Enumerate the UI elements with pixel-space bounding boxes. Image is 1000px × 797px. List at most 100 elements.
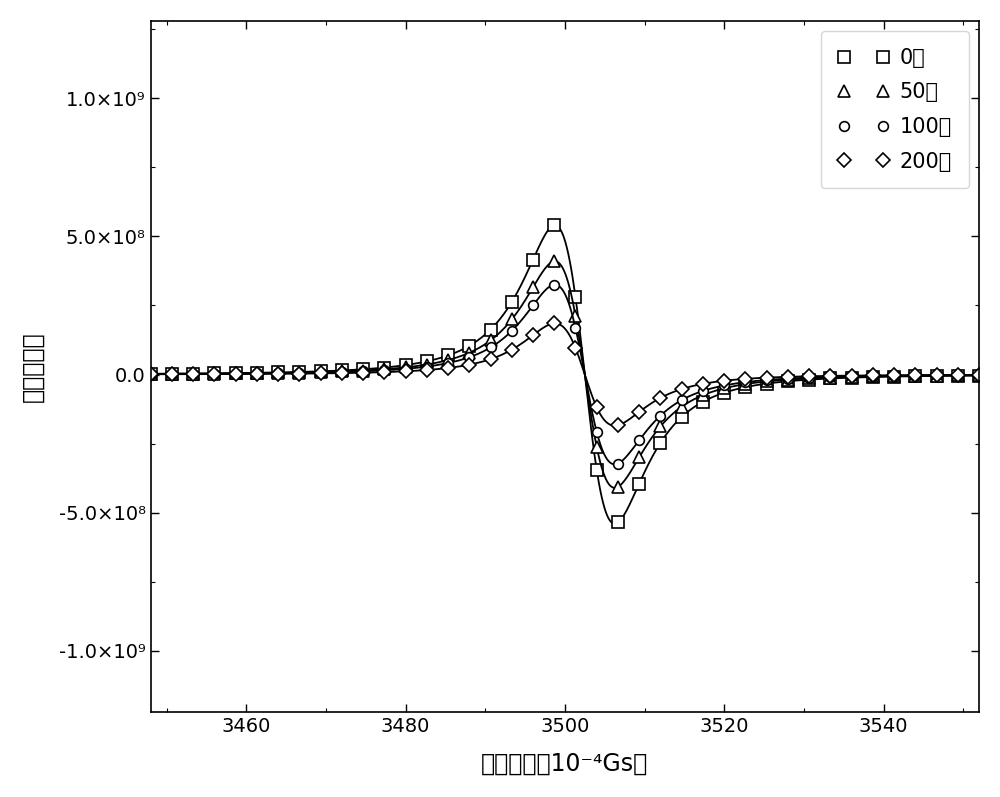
100次 — [697, 386, 709, 395]
50次 — [888, 371, 900, 381]
50次 — [272, 368, 284, 378]
100次 — [293, 368, 305, 378]
0次 — [888, 371, 900, 381]
0次 — [506, 297, 518, 307]
200次 — [463, 360, 475, 370]
200次 — [867, 371, 879, 380]
50次 — [442, 355, 454, 365]
Line: 50次: 50次 — [145, 256, 985, 493]
100次 — [548, 280, 560, 289]
100次 — [506, 326, 518, 336]
100次 — [846, 371, 858, 381]
50次 — [718, 383, 730, 393]
0次 — [952, 371, 964, 380]
50次 — [208, 369, 220, 379]
100次 — [378, 366, 390, 375]
200次 — [591, 402, 603, 412]
100次 — [803, 373, 815, 383]
200次 — [761, 373, 773, 383]
100次 — [357, 367, 369, 376]
50次 — [145, 369, 157, 379]
100次 — [463, 352, 475, 362]
200次 — [357, 368, 369, 378]
50次 — [400, 363, 412, 372]
200次 — [803, 371, 815, 381]
50次 — [654, 422, 666, 431]
0次 — [846, 373, 858, 383]
0次 — [973, 371, 985, 380]
50次 — [166, 369, 178, 379]
Line: 200次: 200次 — [146, 319, 984, 430]
0次 — [569, 292, 581, 302]
100次 — [931, 371, 943, 380]
0次 — [548, 221, 560, 230]
200次 — [952, 370, 964, 379]
0次 — [293, 367, 305, 377]
100次 — [909, 371, 921, 380]
100次 — [612, 459, 624, 469]
50次 — [251, 368, 263, 378]
50次 — [633, 453, 645, 462]
50次 — [421, 359, 433, 369]
50次 — [548, 257, 560, 266]
0次 — [208, 368, 220, 378]
50次 — [315, 367, 327, 377]
0次 — [251, 368, 263, 378]
200次 — [527, 331, 539, 340]
Line: 100次: 100次 — [146, 280, 984, 469]
0次 — [357, 364, 369, 374]
100次 — [973, 371, 985, 380]
0次 — [824, 374, 836, 383]
0次 — [463, 341, 475, 351]
200次 — [824, 371, 836, 381]
0次 — [633, 479, 645, 489]
50次 — [357, 366, 369, 375]
100次 — [591, 427, 603, 437]
50次 — [485, 336, 497, 345]
200次 — [739, 374, 751, 383]
200次 — [654, 393, 666, 402]
50次 — [782, 375, 794, 384]
0次 — [421, 356, 433, 366]
0次 — [782, 376, 794, 386]
0次 — [378, 363, 390, 372]
200次 — [208, 369, 220, 379]
0次 — [400, 360, 412, 370]
100次 — [336, 367, 348, 377]
100次 — [676, 395, 688, 405]
200次 — [506, 345, 518, 355]
100次 — [208, 369, 220, 379]
50次 — [506, 315, 518, 324]
200次 — [400, 367, 412, 376]
0次 — [931, 371, 943, 381]
200次 — [187, 369, 199, 379]
50次 — [909, 371, 921, 381]
50次 — [336, 367, 348, 376]
0次 — [867, 372, 879, 382]
100次 — [888, 371, 900, 380]
50次 — [952, 371, 964, 380]
200次 — [442, 363, 454, 373]
0次 — [739, 383, 751, 392]
200次 — [782, 372, 794, 382]
50次 — [676, 402, 688, 411]
Y-axis label: 自由基含量: 自由基含量 — [21, 331, 45, 402]
50次 — [293, 367, 305, 377]
100次 — [145, 369, 157, 379]
50次 — [527, 282, 539, 292]
100次 — [718, 381, 730, 391]
0次 — [336, 366, 348, 375]
50次 — [463, 348, 475, 358]
0次 — [697, 397, 709, 406]
0次 — [718, 388, 730, 398]
200次 — [569, 344, 581, 353]
0次 — [145, 369, 157, 379]
0次 — [676, 412, 688, 422]
100次 — [400, 364, 412, 374]
50次 — [931, 371, 943, 380]
200次 — [909, 371, 921, 380]
200次 — [548, 319, 560, 328]
0次 — [612, 518, 624, 528]
100次 — [654, 410, 666, 420]
0次 — [442, 351, 454, 360]
